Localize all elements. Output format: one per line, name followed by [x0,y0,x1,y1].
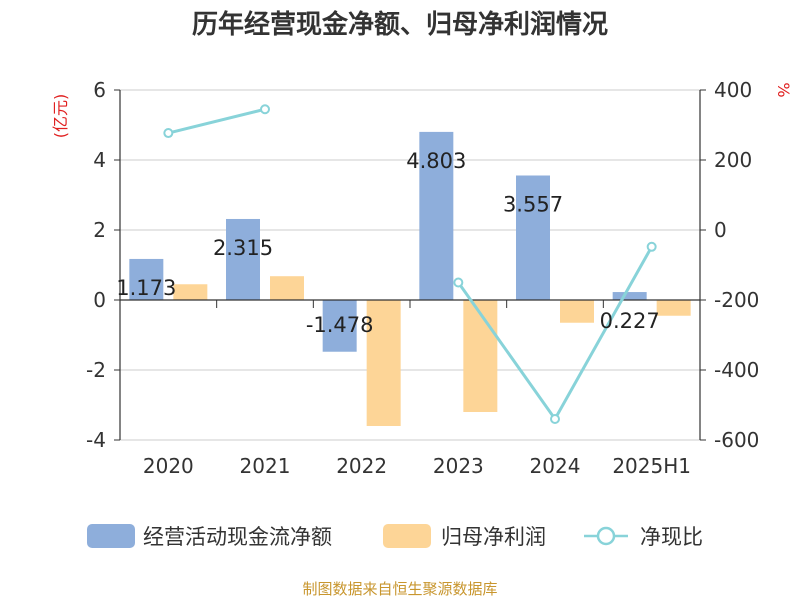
legend-swatch-ratio-marker [596,526,616,546]
left-axis-tick-label: 0 [93,288,106,312]
bar-net-profit [270,276,304,300]
ratio-point [163,128,174,139]
left-axis-tick-label: -4 [86,428,106,452]
left-axis-tick-label: 6 [93,78,106,102]
left-axis-tick-label: -2 [86,358,106,382]
category-label: 2023 [433,454,484,478]
bar-series [129,131,691,426]
grid-lines [120,89,700,441]
bar-value-label: 4.803 [406,149,466,173]
category-label: 2020 [143,454,194,478]
bar-cashflow [612,292,647,300]
left-axis-tick-label: 4 [93,148,106,172]
source-note: 制图数据来自恒生聚源数据库 [302,580,498,598]
category-label: 2024 [530,454,581,478]
axes: -4 -2 0 2 4 6 -600 -400 -200 0 200 400 (亿元)% 2020 2021… [51,78,793,478]
legend-swatch-cashflow [87,524,135,548]
ratio-point [646,241,657,252]
ratio-point [260,104,270,115]
ratio-point [453,277,464,288]
bar-value-label: 0.227 [600,309,660,333]
ratio-line-segment [167,107,266,135]
bar-net-profit [656,300,691,316]
bar-net-profit [463,300,498,412]
category-label: 2025H1 [612,454,691,478]
bar-value-label: 3.557 [503,193,563,217]
right-axis-label: % [774,82,793,97]
category-label: 2021 [240,454,291,478]
bar-cashflow [226,218,260,300]
right-axis-tick-label: -200 [714,288,759,312]
right-axis-tick-label: 400 [714,78,752,102]
bar-value-label: -1.478 [306,313,374,337]
right-axis-tick-label: 0 [714,218,727,242]
left-axis-tick-label: 2 [93,218,106,242]
bar-cashflow [129,258,164,300]
bar-net-profit [366,300,401,426]
right-axis-tick-label: -600 [714,428,759,452]
bar-net-profit [560,300,594,323]
bar-value-label: 2.315 [213,236,273,260]
bar-value-label: 1.173 [116,276,176,300]
bar-cashflow [322,300,357,352]
data-labels: 1.173 2.315 -1.478 4.803 3.557 0.227 [116,149,659,337]
ratio-point [550,414,560,424]
legend-label-net-profit: 归母净利润 [441,525,546,549]
legend-label-ratio: 净现比 [640,525,703,549]
chart-title: 历年经营现金净额、归母净利润情况 [191,10,608,40]
bar-net-profit [173,284,208,300]
bar-cashflow [419,131,454,300]
left-axis-label: (亿元) [51,94,70,139]
bar-cashflow [516,175,550,300]
category-label: 2022 [336,454,387,478]
legend-label-cashflow: 经营活动现金流净额 [143,525,332,549]
legend-swatch-net-profit [383,524,431,548]
right-axis-tick-label: 200 [714,148,752,172]
line-series [163,104,657,424]
right-axis-tick-label: -400 [714,358,759,382]
legend: 经营活动现金流净额 归母净利润 净现比 [87,524,703,549]
